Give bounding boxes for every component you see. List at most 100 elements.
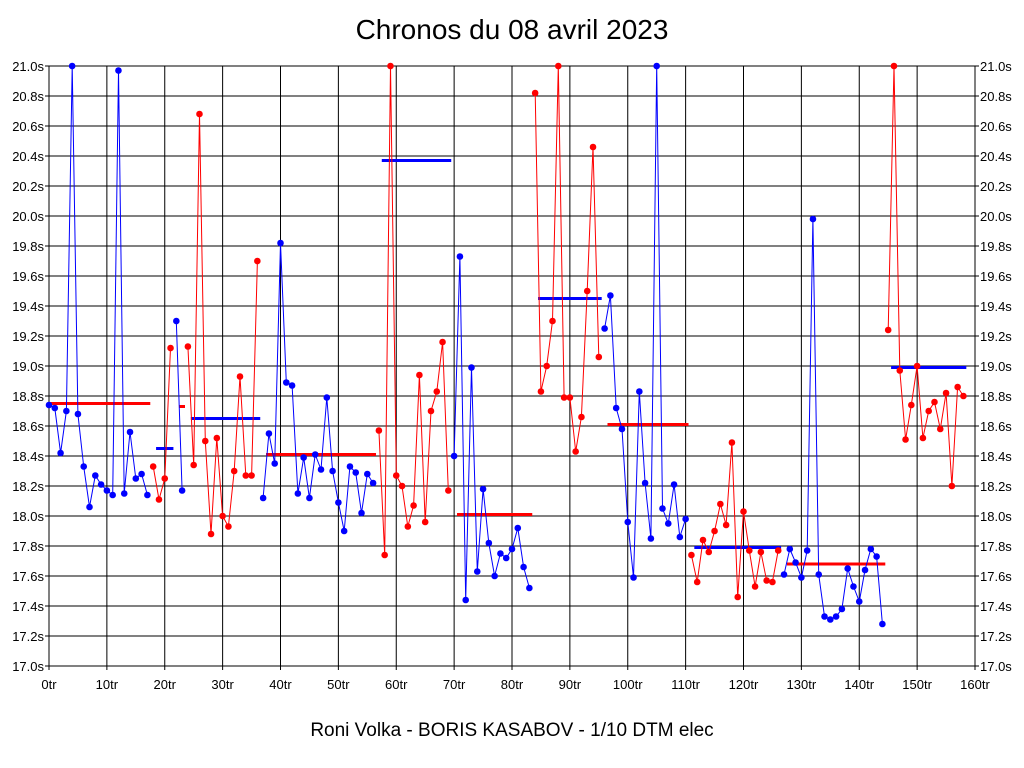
lap-point bbox=[514, 524, 522, 532]
lap-point bbox=[219, 512, 226, 520]
lap-point bbox=[502, 554, 510, 562]
y-tick-label-left: 18.4s bbox=[12, 449, 44, 464]
lap-point bbox=[213, 434, 221, 442]
lap-point bbox=[717, 500, 724, 508]
series-line bbox=[175, 320, 183, 491]
lap-point bbox=[855, 598, 863, 605]
lap-point bbox=[936, 425, 944, 433]
lap-point bbox=[311, 451, 319, 458]
lap-point bbox=[757, 548, 765, 556]
lap-point bbox=[387, 62, 394, 70]
lap-point bbox=[427, 407, 435, 415]
y-tick-label-left: 20.8s bbox=[12, 89, 44, 104]
lap-point bbox=[740, 508, 747, 515]
series-red bbox=[375, 62, 452, 559]
lap-point bbox=[86, 503, 93, 511]
lap-point bbox=[115, 67, 122, 74]
lap-point bbox=[636, 388, 643, 395]
lap-point bbox=[630, 574, 637, 581]
x-tick-label: 60tr bbox=[385, 677, 408, 692]
series-blue bbox=[173, 317, 186, 494]
lap-point bbox=[676, 533, 684, 541]
y-tick-label-left: 20.6s bbox=[12, 119, 44, 134]
y-tick-label-right: 20.4s bbox=[980, 149, 1012, 164]
lap-point bbox=[734, 593, 742, 601]
lap-point bbox=[931, 398, 938, 406]
lap-point bbox=[745, 547, 753, 554]
lap-point bbox=[722, 521, 730, 529]
lap-point bbox=[572, 448, 579, 455]
lap-point bbox=[942, 389, 950, 397]
x-tick-label: 70tr bbox=[443, 677, 466, 692]
lap-point bbox=[416, 371, 423, 379]
y-tick-label-left: 20.2s bbox=[12, 179, 44, 194]
lap-point bbox=[595, 353, 603, 361]
lap-point bbox=[583, 287, 591, 295]
y-tick-label-left: 20.0s bbox=[12, 209, 44, 224]
x-tick-label: 80tr bbox=[501, 677, 524, 692]
series-red bbox=[149, 344, 174, 503]
average-lines bbox=[49, 159, 967, 566]
lap-point bbox=[879, 620, 886, 628]
lap-point bbox=[792, 559, 799, 566]
lap-point bbox=[74, 410, 82, 418]
lap-point bbox=[375, 427, 383, 434]
lap-point bbox=[398, 482, 406, 490]
lap-point bbox=[670, 481, 678, 488]
lap-point bbox=[196, 110, 203, 118]
x-tick-label: 140tr bbox=[844, 677, 874, 692]
x-tick-label: 120tr bbox=[729, 677, 759, 692]
lap-point bbox=[954, 383, 961, 391]
lap-point bbox=[711, 527, 718, 535]
lap-point bbox=[728, 439, 736, 446]
lap-point bbox=[844, 565, 851, 572]
grid bbox=[48, 65, 976, 667]
lap-point bbox=[873, 553, 880, 560]
y-tick-label-right: 19.8s bbox=[980, 239, 1012, 254]
lap-point bbox=[381, 551, 388, 559]
lap-point bbox=[456, 253, 464, 260]
lap-point bbox=[92, 472, 99, 479]
lap-point bbox=[508, 545, 516, 553]
y-tick-label-left: 19.0s bbox=[12, 359, 44, 374]
lap-point bbox=[537, 388, 545, 395]
y-tick-label-right: 20.2s bbox=[980, 179, 1012, 194]
lap-point bbox=[832, 613, 840, 620]
x-tick-label: 40tr bbox=[269, 677, 292, 692]
y-tick-label-left: 18.0s bbox=[12, 509, 44, 524]
lap-point bbox=[589, 143, 597, 151]
series-line bbox=[453, 256, 530, 601]
lap-point bbox=[960, 392, 967, 400]
series-line bbox=[152, 347, 171, 500]
lap-point bbox=[410, 502, 417, 509]
y-tick-label-left: 17.2s bbox=[12, 629, 44, 644]
lap-point bbox=[242, 472, 250, 479]
lap-point bbox=[647, 535, 655, 542]
lap-point bbox=[144, 491, 151, 499]
lap-point bbox=[109, 491, 116, 499]
lap-point bbox=[335, 499, 342, 506]
lap-point bbox=[769, 578, 776, 586]
lap-point bbox=[306, 494, 313, 502]
lap-point bbox=[364, 470, 371, 478]
y-tick-label-right: 17.0s bbox=[980, 659, 1012, 674]
lap-point bbox=[421, 518, 429, 526]
chart-footer: Roni Volka - BORIS KASABOV - 1/10 DTM el… bbox=[310, 720, 714, 741]
series-red bbox=[688, 439, 782, 601]
lap-point bbox=[294, 490, 302, 497]
lap-point bbox=[346, 463, 354, 470]
lap-point bbox=[705, 548, 713, 556]
lap-point bbox=[271, 460, 279, 467]
y-tick-label-left: 19.8s bbox=[12, 239, 44, 254]
lap-point bbox=[607, 292, 614, 299]
lap-point bbox=[485, 539, 493, 547]
y-tick-label-right: 20.6s bbox=[980, 119, 1012, 134]
y-tick-label-left: 17.4s bbox=[12, 599, 44, 614]
lap-point bbox=[277, 239, 284, 247]
lap-point bbox=[850, 583, 857, 590]
lap-point bbox=[549, 317, 556, 325]
lap-point bbox=[149, 463, 157, 470]
lap-point bbox=[560, 394, 568, 401]
lap-point bbox=[763, 577, 770, 584]
